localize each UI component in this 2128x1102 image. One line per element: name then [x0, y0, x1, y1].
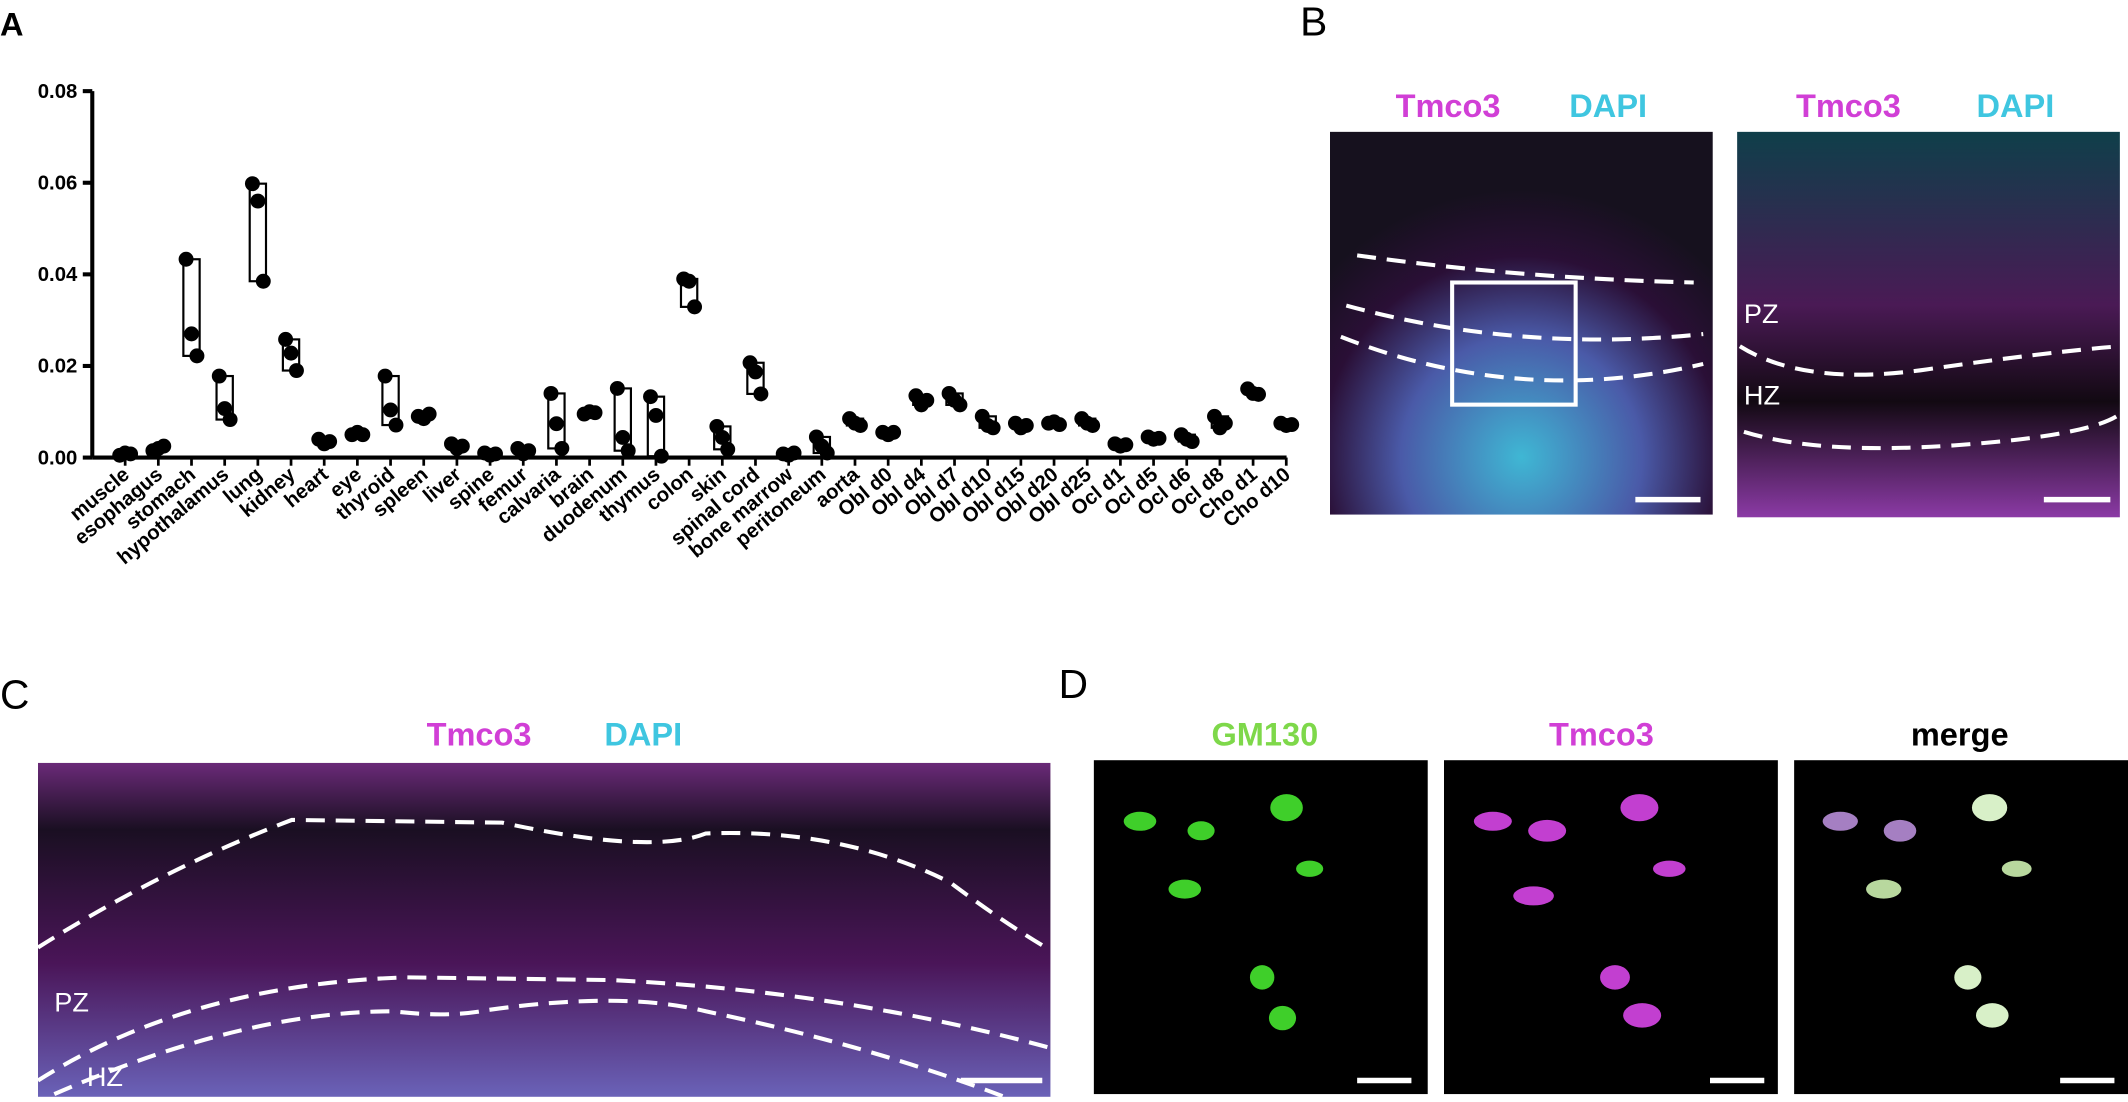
channel-label: DAPI [604, 716, 682, 752]
data-point [1151, 430, 1167, 446]
data-point [388, 417, 404, 433]
data-point [714, 429, 730, 445]
data-point [156, 438, 172, 454]
y-tick-label: 0.08 [38, 81, 78, 103]
zone-line [36, 975, 1051, 1083]
data-point [322, 434, 338, 450]
channel-label: Tmco3 [427, 716, 532, 752]
data-point [919, 392, 935, 408]
inset-box [1450, 280, 1578, 407]
data-point [278, 331, 294, 347]
zone-line [1738, 344, 2121, 377]
y-tick-label: 0.00 [38, 447, 78, 469]
data-point [1284, 417, 1300, 433]
micrograph [38, 762, 1051, 1097]
data-point [609, 380, 625, 396]
range-box [182, 258, 201, 357]
data-point [587, 405, 603, 421]
channel-label: merge [1911, 716, 2009, 752]
data-point [184, 326, 199, 342]
data-point [521, 443, 537, 459]
panel-letter: D [1059, 661, 1088, 707]
y-tick-label: 0.06 [38, 173, 78, 195]
zone-label: HZ [1744, 380, 1780, 411]
data-point [377, 368, 393, 384]
data-point [952, 397, 968, 413]
data-point [123, 446, 139, 462]
zone-label: PZ [1744, 298, 1779, 329]
data-point [620, 443, 636, 459]
micrograph [1330, 131, 1713, 515]
data-point [819, 445, 835, 461]
data-point [681, 273, 697, 289]
zone-line [1743, 412, 2122, 451]
data-point [454, 438, 470, 454]
data-point [643, 389, 658, 405]
data-point [1251, 386, 1266, 402]
data-point [852, 418, 868, 433]
data-point [283, 345, 299, 361]
micrograph [1794, 760, 2128, 1095]
data-point [786, 445, 802, 461]
data-point [421, 406, 437, 422]
channel-label: DAPI [1569, 88, 1647, 124]
zone-line [1345, 303, 1704, 342]
channel-label: Tmco3 [1796, 88, 1901, 124]
y-tick-label: 0.04 [38, 264, 78, 286]
data-point [687, 299, 703, 315]
cells [1822, 794, 2032, 1028]
data-point [288, 363, 304, 379]
zone-label: PZ [54, 986, 89, 1017]
data-point [1217, 415, 1233, 431]
data-point [753, 386, 769, 402]
data-point [488, 446, 503, 462]
data-point [222, 412, 238, 428]
data-point [548, 416, 564, 432]
data-point [383, 402, 399, 418]
data-point [615, 429, 631, 445]
cells [1473, 794, 1686, 1028]
y-tick-label: 0.02 [38, 356, 78, 378]
cells [1123, 794, 1324, 1031]
channel-label: GM130 [1211, 716, 1318, 752]
chart: 0.000.020.040.060.08muscleesophagusstoma… [38, 81, 1300, 569]
data-point [1052, 417, 1067, 433]
channel-label: DAPI [1976, 88, 2054, 124]
zone-line [1356, 253, 1694, 285]
data-point [1085, 418, 1101, 433]
micrograph [1737, 131, 2120, 518]
micrograph [1444, 760, 1778, 1095]
data-point [1118, 437, 1134, 453]
data-point [250, 193, 266, 209]
range-box [646, 395, 666, 458]
panel-letter: A [0, 6, 24, 42]
data-point [178, 251, 194, 267]
data-point [554, 440, 570, 456]
data-point [720, 441, 736, 457]
zone-label: HZ [87, 1061, 123, 1092]
data-point [648, 407, 664, 423]
channel-label: Tmco3 [1396, 88, 1501, 124]
data-point [653, 448, 669, 464]
data-point [1018, 418, 1034, 433]
data-point [244, 176, 260, 192]
data-point [886, 424, 902, 440]
data-point [543, 385, 559, 401]
data-point [748, 364, 763, 380]
micrograph [1093, 760, 1428, 1095]
data-point [255, 273, 271, 289]
zone-line [36, 817, 1052, 952]
data-point [355, 427, 371, 443]
zone-line [1340, 334, 1704, 383]
panel-letter: B [1300, 0, 1327, 44]
data-point [211, 368, 227, 384]
zone-line [53, 998, 1006, 1099]
data-point [189, 348, 205, 364]
data-point [1207, 408, 1222, 424]
channel-label: Tmco3 [1549, 716, 1654, 752]
data-point [985, 420, 1001, 436]
data-point [1184, 434, 1200, 450]
panel-letter: C [0, 672, 29, 718]
